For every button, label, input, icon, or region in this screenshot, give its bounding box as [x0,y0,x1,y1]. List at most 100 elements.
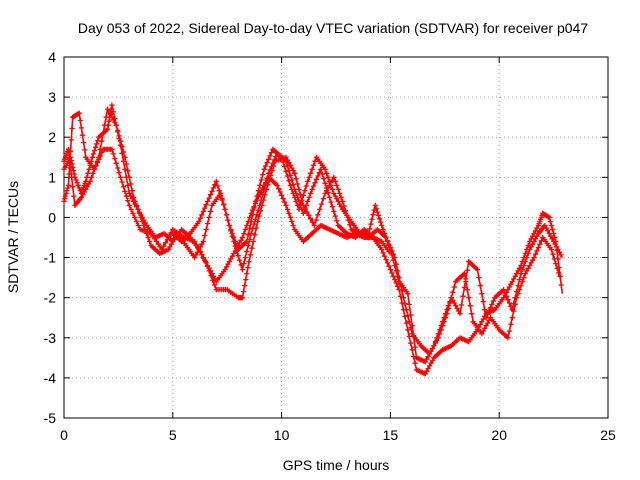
data-point [392,277,398,283]
data-point [247,236,253,243]
data-point [434,335,440,341]
data-point [170,238,176,245]
data-point [284,173,290,179]
data-point [106,109,112,115]
data-point [110,151,116,157]
data-point [97,146,103,152]
data-point [347,222,353,228]
data-point [152,236,158,242]
data-point [200,238,206,245]
data-point [506,300,512,306]
data-point [252,216,259,222]
y-tick-label: 2 [48,129,56,145]
data-point [382,230,388,237]
data-point [221,202,227,208]
data-point [524,255,530,261]
data-point [239,295,245,301]
data-point [549,236,555,242]
data-point [337,190,343,196]
data-point [309,166,315,172]
data-point [390,273,396,279]
data-point [200,208,206,214]
data-point [241,230,247,237]
y-tick-label: -3 [44,330,57,346]
data-point [425,353,431,360]
data-point [324,185,330,191]
data-point [258,177,264,183]
data-point [390,257,396,263]
data-point [280,196,286,202]
data-point [379,246,385,253]
data-point [469,311,475,317]
data-point [302,206,308,212]
data-point [81,140,87,146]
x-tick-label: 0 [60,427,68,443]
data-point [290,222,296,229]
data-point [334,218,340,224]
data-point [293,176,299,182]
data-point [476,275,482,281]
data-point [400,295,407,301]
y-tick-label: 0 [48,209,56,225]
data-point [264,160,270,166]
data-point [78,125,84,131]
data-point [486,317,492,323]
data-point [485,311,491,317]
data-point [125,198,131,204]
data-point [79,132,86,138]
data-point [328,182,334,188]
data-point [109,146,115,152]
data-point [144,230,150,237]
data-point [486,308,492,314]
data-point [389,252,395,258]
data-point [244,271,250,277]
data-point [145,234,151,241]
data-point [398,293,404,299]
data-point [451,300,457,306]
data-point [442,311,449,317]
data-point [253,225,259,231]
data-point [309,186,315,192]
data-point [521,263,527,269]
data-point [87,178,93,184]
data-point [395,283,401,289]
data-point [91,166,98,172]
axis-ticks: 0 5 10 15 20 25 -5 -4 -3 -2 -1 0 1 2 3 4 [44,49,616,443]
data-point [257,202,263,208]
data-point [276,186,282,192]
data-point [299,197,305,203]
data-point [334,196,340,202]
data-point [122,154,128,160]
x-tick-label: 5 [169,427,177,443]
data-point [206,195,212,201]
data-point [199,252,205,258]
data-point [545,228,551,234]
data-point [238,262,244,268]
data-point [514,289,520,295]
data-point [289,177,295,183]
data-point [244,248,250,255]
data-point [139,218,145,225]
data-point [161,243,167,249]
data-point [90,170,96,176]
data-point [412,360,418,366]
y-axis-label: SDTVAR / TECUs [5,181,21,293]
data-point [250,238,256,245]
data-point [378,219,384,225]
data-point [525,242,531,249]
data-point [91,148,98,154]
data-point [313,217,319,223]
data-point [153,238,160,245]
data-point [531,238,537,245]
data-point [196,218,202,225]
data-point [133,202,140,208]
data-point [248,230,254,237]
data-point [279,192,285,198]
data-point [402,313,408,319]
data-point [76,110,82,116]
data-point [332,178,338,184]
data-point [447,299,453,305]
data-point [293,190,299,196]
data-point [300,192,306,198]
data-point [547,218,553,225]
